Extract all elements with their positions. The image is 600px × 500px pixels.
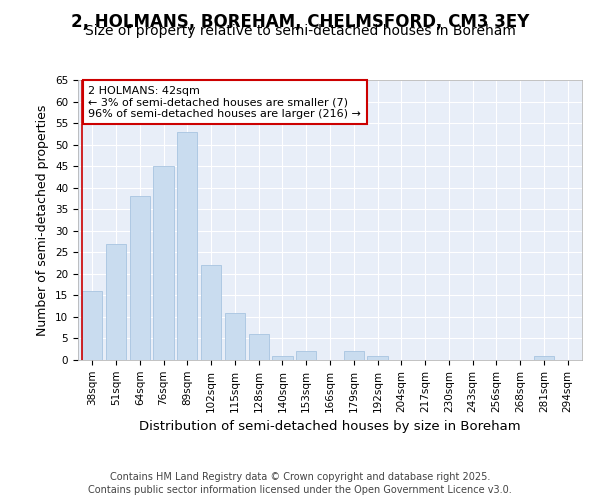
Bar xyxy=(130,196,150,360)
X-axis label: Distribution of semi-detached houses by size in Boreham: Distribution of semi-detached houses by … xyxy=(139,420,521,433)
Bar xyxy=(296,352,316,360)
Bar xyxy=(82,291,103,360)
Text: Size of property relative to semi-detached houses in Boreham: Size of property relative to semi-detach… xyxy=(85,24,515,38)
Bar xyxy=(272,356,293,360)
Text: 2 HOLMANS: 42sqm
← 3% of semi-detached houses are smaller (7)
96% of semi-detach: 2 HOLMANS: 42sqm ← 3% of semi-detached h… xyxy=(88,86,361,119)
Bar xyxy=(534,356,554,360)
Text: 2, HOLMANS, BOREHAM, CHELMSFORD, CM3 3EY: 2, HOLMANS, BOREHAM, CHELMSFORD, CM3 3EY xyxy=(71,12,529,30)
Bar xyxy=(177,132,197,360)
Bar xyxy=(106,244,126,360)
Bar xyxy=(248,334,269,360)
Bar xyxy=(367,356,388,360)
Bar xyxy=(225,312,245,360)
Bar xyxy=(201,265,221,360)
Bar xyxy=(344,352,364,360)
Y-axis label: Number of semi-detached properties: Number of semi-detached properties xyxy=(37,104,49,336)
Bar xyxy=(154,166,173,360)
Text: Contains HM Land Registry data © Crown copyright and database right 2025.
Contai: Contains HM Land Registry data © Crown c… xyxy=(88,472,512,495)
